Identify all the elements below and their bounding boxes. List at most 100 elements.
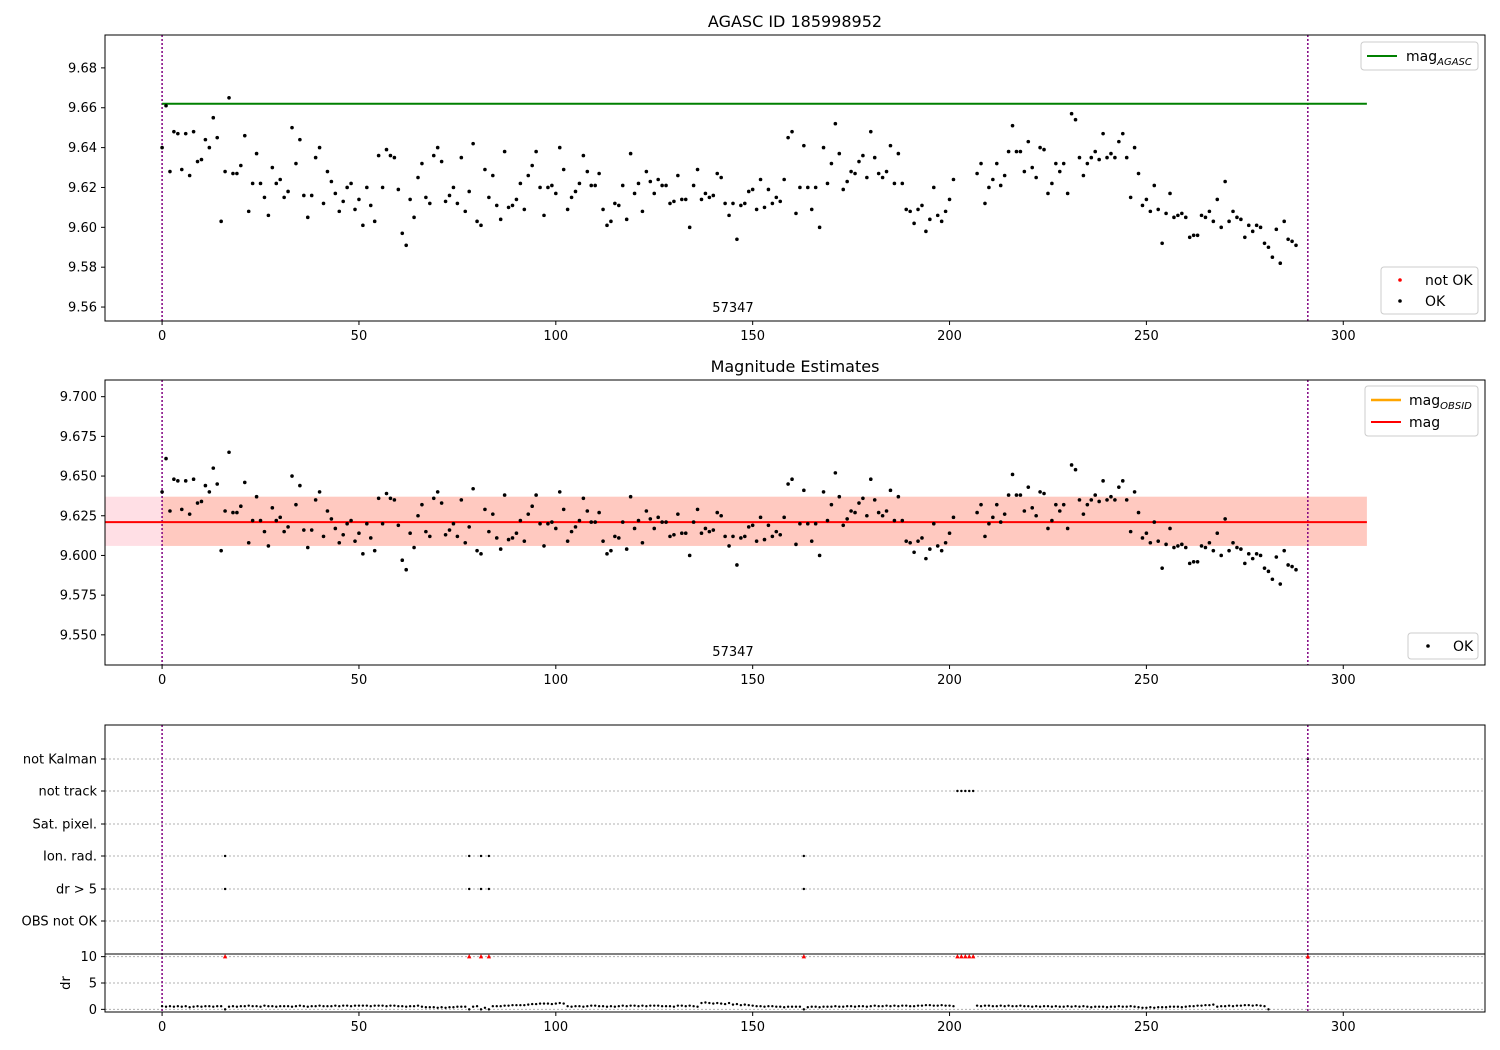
x-tick-label: 200 bbox=[937, 1020, 962, 1035]
ok-point bbox=[396, 187, 401, 192]
ok-point bbox=[416, 513, 420, 518]
dr-point bbox=[263, 1004, 266, 1007]
ok-point bbox=[502, 493, 507, 497]
dr-point bbox=[499, 1005, 502, 1008]
x-tick-label: 100 bbox=[543, 673, 568, 688]
dr-point bbox=[1015, 1005, 1018, 1008]
dr-point bbox=[735, 1002, 739, 1006]
dr-point bbox=[1149, 1006, 1152, 1009]
ok-point bbox=[813, 185, 818, 190]
ok-point bbox=[1054, 161, 1058, 166]
ok-point bbox=[357, 197, 361, 202]
ok-point bbox=[983, 201, 987, 206]
ok-point bbox=[754, 539, 759, 543]
ok-point bbox=[829, 161, 834, 166]
ok-point bbox=[1168, 526, 1172, 531]
ok-point bbox=[428, 201, 432, 206]
dr-point bbox=[641, 1004, 644, 1007]
ok-point bbox=[892, 181, 897, 186]
ok-point bbox=[242, 480, 247, 485]
x-tick-label: 250 bbox=[1134, 329, 1159, 344]
ok-point bbox=[443, 199, 448, 204]
ok-point bbox=[754, 207, 759, 212]
dr-point bbox=[1105, 1006, 1109, 1009]
ok-point bbox=[195, 159, 200, 164]
dr-point bbox=[857, 1005, 861, 1008]
ok-point bbox=[782, 515, 786, 520]
dr-point bbox=[397, 1005, 400, 1008]
ok-point bbox=[1097, 499, 1101, 504]
ok-point bbox=[880, 513, 885, 518]
dr-point bbox=[231, 1005, 235, 1008]
ok-point bbox=[758, 177, 763, 182]
flag-point bbox=[968, 789, 971, 793]
dr-point bbox=[1125, 1005, 1128, 1008]
dr-point bbox=[590, 1004, 593, 1007]
dr-point bbox=[456, 1005, 459, 1008]
ok-point bbox=[1270, 577, 1275, 582]
ok-point bbox=[1282, 548, 1287, 553]
dr-point bbox=[731, 1003, 735, 1006]
dr-point bbox=[692, 1005, 695, 1008]
ok-point bbox=[892, 518, 897, 523]
legend-box bbox=[1360, 41, 1479, 71]
ok-point bbox=[1164, 211, 1168, 216]
dr-point bbox=[326, 1005, 329, 1008]
ok-point bbox=[581, 496, 586, 501]
dr-point bbox=[1168, 1005, 1172, 1008]
ok-point bbox=[498, 217, 503, 222]
dr-point bbox=[771, 1005, 774, 1008]
ok-point bbox=[538, 521, 542, 526]
x-tick-label: 250 bbox=[1134, 673, 1159, 688]
ok-point bbox=[786, 482, 790, 486]
ok-point bbox=[546, 185, 550, 190]
flag-label: not track bbox=[38, 785, 97, 800]
ok-point bbox=[278, 177, 283, 182]
ok-point bbox=[502, 149, 507, 154]
ok-point bbox=[723, 534, 727, 539]
ok-point bbox=[703, 191, 708, 196]
ok-point bbox=[286, 189, 290, 194]
ok-point bbox=[900, 518, 905, 523]
ok-point bbox=[597, 510, 601, 515]
dr-point bbox=[534, 1002, 538, 1006]
dr-point bbox=[660, 1005, 664, 1008]
ok-point bbox=[1109, 494, 1113, 499]
ok-point bbox=[1203, 215, 1208, 220]
ok-point bbox=[565, 539, 570, 543]
ok-point bbox=[1120, 479, 1125, 483]
ok-point bbox=[1089, 155, 1094, 160]
ok-point bbox=[534, 149, 538, 154]
ok-point bbox=[868, 129, 873, 134]
flag-point bbox=[467, 854, 471, 858]
ok-point bbox=[1101, 479, 1105, 483]
ok-point bbox=[164, 456, 168, 461]
dr-point bbox=[940, 1003, 943, 1007]
ok-point bbox=[353, 207, 357, 212]
ok-point bbox=[991, 515, 995, 520]
ok-point bbox=[601, 539, 605, 543]
legend-box bbox=[1364, 385, 1479, 437]
dr-point bbox=[719, 1002, 723, 1005]
dr-point bbox=[342, 1004, 345, 1007]
ok-point bbox=[1235, 215, 1239, 220]
flag-label: dr > 5 bbox=[56, 883, 97, 898]
dr-axis-label: dr bbox=[59, 976, 74, 990]
ok-point bbox=[282, 195, 286, 200]
ok-point bbox=[1207, 209, 1212, 214]
dr-point bbox=[1263, 1005, 1266, 1008]
legend-marker-ok bbox=[1398, 299, 1402, 303]
ok-point bbox=[802, 488, 806, 493]
ok-point bbox=[1191, 233, 1196, 238]
ok-point bbox=[605, 223, 609, 228]
y-tick-label: 9.625 bbox=[60, 509, 97, 524]
dr-point bbox=[597, 1005, 601, 1008]
ok-point bbox=[1278, 582, 1283, 586]
ok-point bbox=[912, 550, 916, 555]
ok-point bbox=[644, 509, 649, 513]
dr-point bbox=[345, 1004, 349, 1007]
legend-marker-ok bbox=[1426, 644, 1430, 648]
dr-point bbox=[704, 1001, 707, 1004]
dr-clipped-marker bbox=[963, 954, 968, 959]
